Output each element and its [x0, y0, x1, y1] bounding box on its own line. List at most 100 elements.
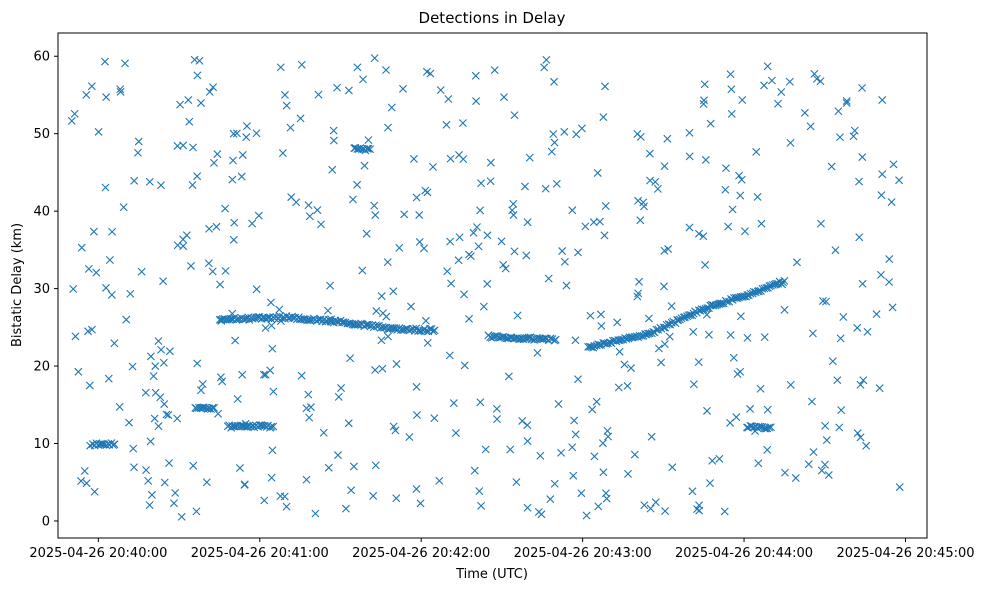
data-point-marker	[657, 358, 666, 367]
data-point-marker	[708, 456, 717, 465]
y-tick-label: 30	[33, 282, 50, 297]
x-tick-label: 2025-04-26 20:44:00	[675, 546, 813, 561]
data-point-marker	[523, 503, 532, 512]
data-point-marker	[77, 243, 86, 252]
data-point-marker	[447, 279, 456, 288]
data-point-marker	[416, 499, 425, 508]
data-point-marker	[179, 141, 188, 150]
data-point-marker	[87, 325, 96, 334]
data-point-marker	[590, 452, 599, 461]
data-point-marker	[807, 397, 816, 406]
data-point-marker	[205, 87, 214, 96]
data-point-marker	[470, 466, 479, 475]
data-point-marker	[684, 311, 693, 320]
data-point-marker	[822, 436, 831, 445]
data-point-marker	[311, 509, 320, 518]
data-point-marker	[646, 504, 655, 513]
data-point-marker	[620, 360, 629, 369]
data-point-marker	[599, 113, 608, 122]
data-point-marker	[442, 120, 451, 129]
x-axis-label: Time (UTC)	[455, 567, 528, 582]
data-point-marker	[701, 155, 710, 164]
data-point-marker	[523, 437, 532, 446]
data-point-marker	[728, 205, 737, 214]
data-point-marker	[221, 266, 230, 275]
data-point-marker	[108, 227, 117, 236]
data-point-marker	[746, 404, 755, 413]
data-point-marker	[242, 133, 251, 142]
data-point-marker	[586, 311, 595, 320]
data-point-marker	[101, 183, 110, 192]
data-point-marker	[533, 348, 542, 357]
data-point-marker	[812, 74, 821, 83]
data-point-marker	[481, 445, 490, 454]
data-point-marker	[391, 426, 400, 435]
data-point-marker	[486, 177, 495, 186]
data-point-marker	[146, 437, 155, 446]
data-point-marker	[154, 422, 163, 431]
data-point-marker	[885, 255, 894, 264]
data-point-marker	[743, 333, 752, 342]
data-point-marker	[429, 327, 438, 336]
data-point-marker	[358, 266, 367, 275]
data-point-marker	[757, 219, 766, 228]
data-point-marker	[364, 136, 373, 145]
data-point-marker	[492, 404, 501, 413]
data-point-marker	[599, 468, 608, 477]
data-point-marker	[405, 433, 414, 442]
data-point-marker	[508, 206, 517, 215]
data-point-marker	[716, 299, 725, 308]
data-point-marker	[763, 445, 772, 454]
data-point-marker	[660, 162, 669, 171]
data-point-marker	[476, 398, 485, 407]
data-point-marker	[469, 228, 478, 237]
data-point-marker	[895, 176, 904, 185]
data-point-marker	[726, 70, 735, 79]
data-point-marker	[780, 468, 789, 477]
data-point-marker	[324, 463, 333, 472]
data-point-marker	[601, 489, 610, 498]
data-point-marker	[184, 96, 193, 105]
y-tick-label: 0	[42, 514, 50, 529]
data-point-marker	[754, 422, 763, 431]
data-point-marker	[196, 386, 205, 395]
data-point-marker	[859, 376, 868, 385]
data-point-marker	[105, 256, 114, 264]
data-point-marker	[501, 264, 510, 273]
data-point-marker	[377, 336, 386, 345]
data-point-marker	[347, 486, 356, 495]
data-point-marker	[588, 405, 597, 414]
data-point-marker	[436, 86, 445, 95]
data-point-marker	[409, 154, 418, 163]
data-point-marker	[238, 315, 247, 324]
data-point-marker	[305, 212, 314, 221]
data-point-marker	[229, 235, 238, 244]
data-point-marker	[738, 95, 747, 104]
data-point-marker	[412, 484, 421, 493]
data-point-marker	[173, 414, 182, 423]
data-point-marker	[737, 175, 746, 184]
data-point-marker	[550, 138, 559, 147]
data-point-marker	[888, 303, 897, 312]
data-point-marker	[546, 334, 555, 343]
data-point-marker	[806, 122, 815, 131]
x-tick-label: 2025-04-26 20:41:00	[191, 546, 329, 561]
data-point-marker	[499, 260, 508, 269]
data-point-marker	[700, 80, 709, 89]
data-point-marker	[706, 119, 715, 128]
data-point-marker	[371, 211, 380, 220]
data-point-marker	[252, 285, 261, 294]
data-point-marker	[145, 177, 154, 186]
data-point-marker	[667, 302, 676, 311]
data-point-marker	[415, 237, 424, 246]
data-point-marker	[760, 333, 769, 342]
data-point-marker	[685, 152, 694, 161]
data-point-marker	[858, 153, 867, 162]
data-point-marker	[297, 60, 306, 69]
data-point-marker	[704, 330, 713, 339]
data-point-marker	[889, 160, 898, 169]
points-layer	[67, 54, 904, 521]
data-point-marker	[455, 233, 464, 242]
data-point-marker	[326, 281, 335, 290]
